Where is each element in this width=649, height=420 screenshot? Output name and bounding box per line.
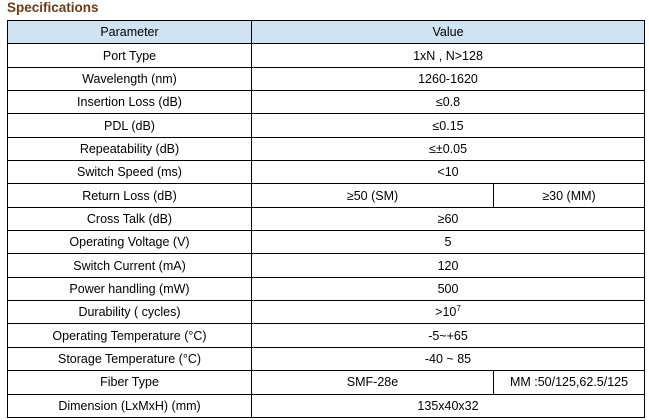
parameter-cell: Cross Talk (dB) bbox=[7, 206, 252, 232]
table-row: Return Loss (dB) ≥50 (SM) ≥30 (MM) bbox=[7, 183, 646, 208]
table-row: Dimension (LxMxH) (mm) 135x40x32 bbox=[7, 393, 646, 418]
table-row: Switch Speed (ms) <10 bbox=[7, 160, 646, 185]
value-cell: <10 bbox=[250, 160, 646, 185]
value-cell: -5~+65 bbox=[250, 323, 646, 348]
parameter-cell: Port Type bbox=[7, 43, 252, 68]
header-value: Value bbox=[250, 19, 646, 45]
value-cell-mm: ≥30 (MM) bbox=[492, 183, 646, 208]
section-title: Specifications bbox=[7, 0, 99, 15]
table-row: Durability ( cycles) >107 bbox=[7, 300, 646, 325]
parameter-cell: Insertion Loss (dB) bbox=[7, 90, 252, 115]
value-cell: ≥60 bbox=[250, 206, 646, 232]
specifications-table: Parameter Value Port Type 1xN , N>128 Wa… bbox=[7, 19, 646, 418]
table-row: Storage Temperature (°C) -40 ~ 85 bbox=[7, 346, 646, 372]
table-row: Operating Voltage (V) 5 bbox=[7, 230, 646, 255]
table-row: Insertion Loss (dB) ≤0.8 bbox=[7, 90, 646, 115]
table-row: Repeatability (dB) ≤±0.05 bbox=[7, 136, 646, 162]
table-row: Switch Current (mA) 120 bbox=[7, 253, 646, 278]
value-cell-sm: ≥50 (SM) bbox=[251, 183, 494, 208]
value-cell: 1260-1620 bbox=[250, 66, 646, 92]
parameter-cell: Return Loss (dB) bbox=[7, 183, 252, 208]
parameter-cell: Dimension (LxMxH) (mm) bbox=[7, 393, 252, 418]
table-row: Cross Talk (dB) ≥60 bbox=[7, 206, 646, 232]
header-parameter: Parameter bbox=[7, 19, 252, 45]
value-cell: 5 bbox=[250, 230, 646, 255]
parameter-cell: PDL (dB) bbox=[7, 113, 252, 138]
parameter-cell: Storage Temperature (°C) bbox=[7, 346, 252, 372]
value-cell: ≤±0.05 bbox=[250, 136, 646, 162]
value-cell-mm: MM :50/125,62.5/125 bbox=[492, 370, 646, 395]
table-row: Operating Temperature (°C) -5~+65 bbox=[7, 323, 646, 348]
parameter-cell: Repeatability (dB) bbox=[7, 136, 252, 162]
table-row: Fiber Type SMF-28e MM :50/125,62.5/125 bbox=[7, 370, 646, 395]
value-cell: >107 bbox=[250, 300, 646, 325]
table-row: Port Type 1xN , N>128 bbox=[7, 43, 646, 68]
parameter-cell: Fiber Type bbox=[7, 370, 252, 395]
parameter-cell: Durability ( cycles) bbox=[7, 300, 252, 325]
table-header-row: Parameter Value bbox=[7, 19, 646, 45]
value-cell: 1xN , N>128 bbox=[250, 43, 646, 68]
value-cell: 500 bbox=[250, 276, 646, 302]
parameter-cell: Operating Voltage (V) bbox=[7, 230, 252, 255]
value-cell: 135x40x32 bbox=[250, 393, 646, 418]
value-cell: -40 ~ 85 bbox=[250, 346, 646, 372]
durability-exponent: 7 bbox=[456, 304, 461, 314]
parameter-cell: Wavelength (nm) bbox=[7, 66, 252, 92]
parameter-cell: Switch Current (mA) bbox=[7, 253, 252, 278]
value-cell: ≤0.15 bbox=[250, 113, 646, 138]
value-cell: ≤0.8 bbox=[250, 90, 646, 115]
parameter-cell: Switch Speed (ms) bbox=[7, 160, 252, 185]
table-row: Power handling (mW) 500 bbox=[7, 276, 646, 302]
table-row: Wavelength (nm) 1260-1620 bbox=[7, 66, 646, 92]
value-cell-sm: SMF-28e bbox=[251, 370, 494, 395]
table-row: PDL (dB) ≤0.15 bbox=[7, 113, 646, 138]
parameter-cell: Operating Temperature (°C) bbox=[7, 323, 252, 348]
value-cell: 120 bbox=[250, 253, 646, 278]
parameter-cell: Power handling (mW) bbox=[7, 276, 252, 302]
durability-value: >10 bbox=[435, 305, 457, 320]
